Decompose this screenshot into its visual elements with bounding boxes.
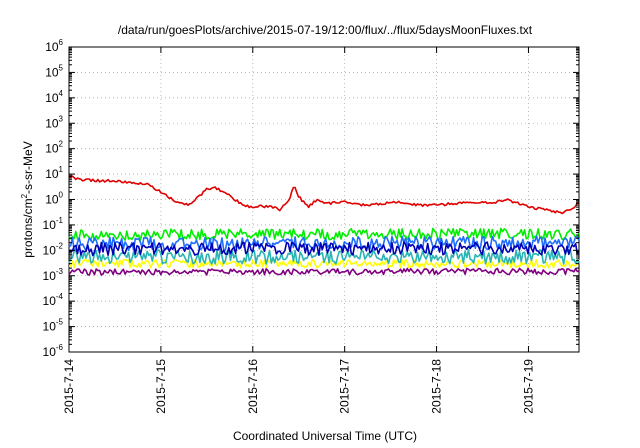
y-tick-label: 10-1 xyxy=(43,216,64,232)
series-line-7 xyxy=(68,175,580,215)
y-tick-label: 105 xyxy=(45,63,63,79)
y-tick-label: 10-3 xyxy=(43,267,64,283)
y-tick-label: 103 xyxy=(45,114,63,130)
y-tick-label: 104 xyxy=(45,89,63,105)
series-line-5 xyxy=(68,235,580,252)
y-axis-label: protons/cm2-s-sr-MeV xyxy=(20,141,35,257)
series-line-3 xyxy=(68,267,580,276)
x-tick-label: 2015-7-15 xyxy=(154,359,168,414)
chart-title: /data/run/goesPlots/archive/2015-07-19/1… xyxy=(118,23,533,37)
y-tick-label: 10-5 xyxy=(43,318,64,334)
y-axis-label-superscript: 2 xyxy=(20,193,29,198)
grid-lines xyxy=(69,47,579,352)
y-tick-label: 10-2 xyxy=(43,241,64,257)
axis-ticks xyxy=(68,46,579,353)
x-axis-label: Coordinated Universal Time (UTC) xyxy=(233,429,417,443)
y-tick-label: 106 xyxy=(45,38,63,54)
series-layer xyxy=(68,175,580,276)
x-tick-label: 2015-7-14 xyxy=(62,359,76,414)
y-tick-label: 102 xyxy=(45,140,63,156)
y-tick-label: 101 xyxy=(45,165,63,181)
y-tick-label: 10-6 xyxy=(43,343,64,359)
y-axis-label-prefix: protons/cm xyxy=(21,198,35,257)
x-tick-labels: 2015-7-14 2015-7-15 2015-7-16 2015-7-17 2015… xyxy=(62,359,535,414)
x-tick-label: 2015-7-17 xyxy=(338,359,352,414)
y-tick-label: 100 xyxy=(45,191,63,207)
x-tick-label: 2015-7-19 xyxy=(521,359,535,414)
y-tick-labels: 10-6 10-5 10-4 10-3 10-2 10-1 100 101 102 103 104 1… xyxy=(43,38,64,359)
y-axis-label-suffix: -s-sr-MeV xyxy=(21,141,35,194)
y-tick-label: 10-4 xyxy=(43,292,64,308)
x-tick-label: 2015-7-18 xyxy=(430,359,444,414)
series-line-4 xyxy=(68,227,580,241)
x-tick-label: 2015-7-16 xyxy=(246,359,260,414)
series-line-6 xyxy=(68,241,580,257)
